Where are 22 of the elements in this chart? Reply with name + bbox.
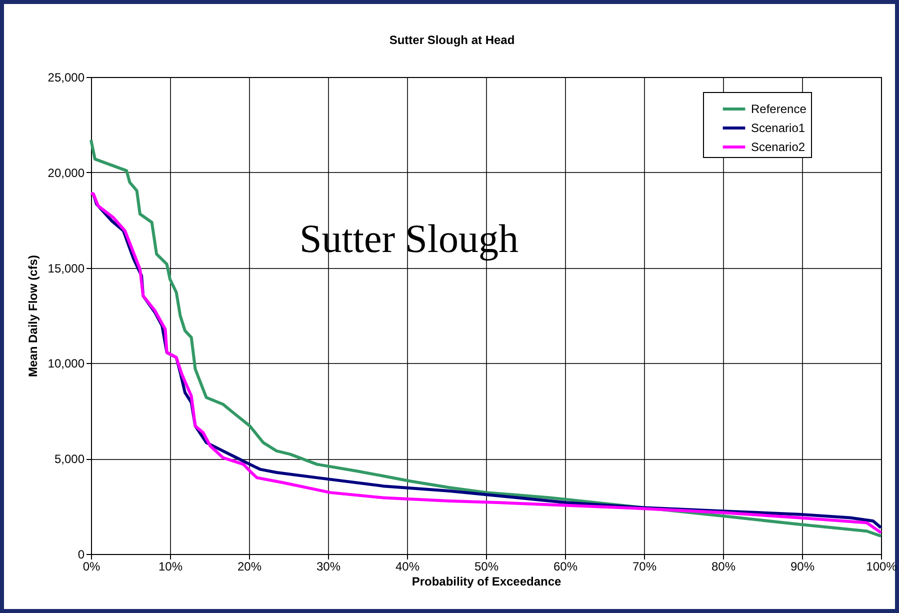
x-tick-label: 30% (316, 560, 341, 574)
y-tick-label: 20,000 (48, 166, 85, 180)
x-tick-label: 50% (474, 560, 499, 574)
y-tick-label: 5,000 (54, 452, 85, 466)
y-tick-label: 0 (78, 548, 85, 562)
x-tick-label: 60% (553, 560, 578, 574)
y-axis-title: Mean Daily Flow (cfs) (26, 254, 40, 378)
legend-label: Scenario1 (751, 121, 806, 135)
x-tick-label: 70% (632, 560, 657, 574)
x-tick-label: 0% (82, 560, 100, 574)
x-tick-label: 90% (790, 560, 815, 574)
x-tick-label: 40% (395, 560, 420, 574)
x-tick-label: 80% (711, 560, 736, 574)
y-tick-label: 15,000 (48, 261, 85, 276)
chart-title: Sutter Slough at Head (389, 33, 515, 47)
legend-label: Scenario2 (751, 140, 806, 154)
x-tick-label: 10% (158, 560, 183, 574)
y-tick-label: 10,000 (48, 356, 85, 371)
x-tick-label: 20% (237, 560, 262, 574)
legend-label: Reference (751, 102, 807, 116)
y-tick-label: 25,000 (48, 70, 85, 84)
x-axis-title: Probability of Exceedance (412, 574, 562, 588)
